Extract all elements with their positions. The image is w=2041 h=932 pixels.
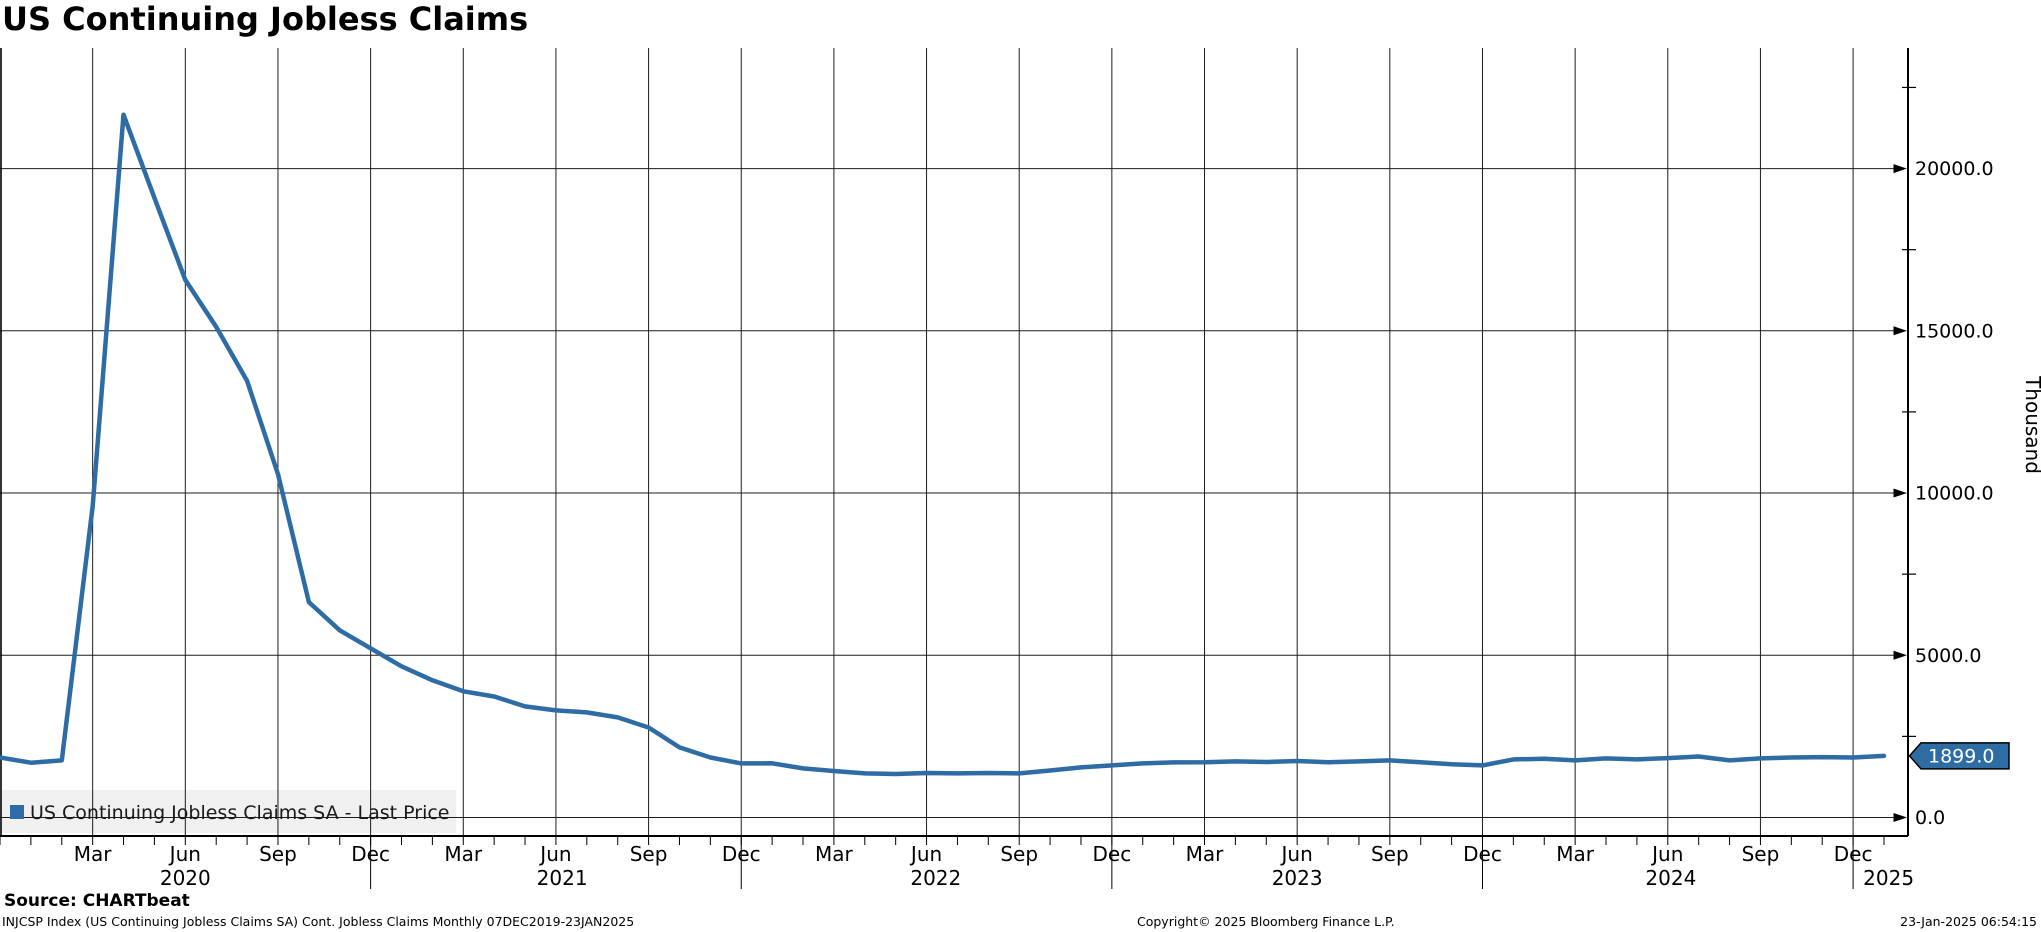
x-quarter-label: Jun <box>909 842 942 866</box>
legend-label: US Continuing Jobless Claims SA - Last P… <box>30 802 450 824</box>
x-quarter-label: Dec <box>1834 842 1873 866</box>
x-quarter-label: Mar <box>1186 842 1225 866</box>
x-quarter-label: Jun <box>168 842 201 866</box>
security-info-label: INJCSP Index (US Continuing Jobless Clai… <box>2 914 635 929</box>
x-tick-labels: Mar Jun Sep Dec Mar Jun Sep Dec Mar Jun Sep Dec Mar J… <box>74 842 1873 866</box>
x-quarter-label: Sep <box>1371 842 1409 866</box>
gridlines-vertical <box>92 48 1854 836</box>
price-line <box>0 112 1887 777</box>
x-quarter-label: Dec <box>722 842 761 866</box>
y-tick-arrow-icon <box>1893 650 1907 660</box>
x-year-label: 2022 <box>910 866 961 890</box>
x-quarter-label: Jun <box>1650 842 1683 866</box>
x-quarter-label: Dec <box>351 842 390 866</box>
x-quarter-label: Jun <box>538 842 571 866</box>
x-quarter-label: Jun <box>1280 842 1313 866</box>
x-year-label: 2025 <box>1863 866 1914 890</box>
x-quarter-label: Sep <box>1000 842 1038 866</box>
x-year-label: 2020 <box>160 866 211 890</box>
legend-box <box>2 790 456 833</box>
y-tick-label: 0.0 <box>1915 807 1945 829</box>
gridlines-horizontal <box>0 164 1907 822</box>
x-year-labels: 2020 2021 2022 2023 2024 2025 <box>160 866 1914 890</box>
y-axis-unit-label: Thousand <box>2021 375 2041 474</box>
y-tick-arrow-icon <box>1893 164 1907 174</box>
legend-marker-square-icon <box>10 805 24 819</box>
x-year-label: 2024 <box>1645 866 1696 890</box>
y-tick-label: 5000.0 <box>1915 645 1981 667</box>
x-quarter-label: Mar <box>815 842 854 866</box>
x-year-label: 2021 <box>537 866 588 890</box>
chart-title: US Continuing Jobless Claims <box>2 0 529 38</box>
y-tick-label: 10000.0 <box>1915 483 1994 505</box>
x-quarter-label: Sep <box>1742 842 1780 866</box>
y-tick-arrow-icon <box>1893 813 1907 822</box>
x-quarter-label: Mar <box>74 842 113 866</box>
y-tick-arrow-icon <box>1893 488 1907 498</box>
source-label: Source: CHARTbeat <box>4 891 190 911</box>
copyright-label: Copyright© 2025 Bloomberg Finance L.P. <box>1137 914 1395 929</box>
x-quarter-label: Sep <box>630 842 668 866</box>
y-tick-label: 20000.0 <box>1915 158 1994 180</box>
x-quarter-label: Dec <box>1463 842 1502 866</box>
timestamp-label: 23-Jan-2025 06:54:15 <box>1900 914 2037 929</box>
last-price-value: 1899.0 <box>1928 745 1994 767</box>
x-year-label: 2023 <box>1272 866 1323 890</box>
y-tick-label: 15000.0 <box>1915 320 1994 342</box>
last-price-flag <box>1908 742 2010 770</box>
x-quarter-label: Sep <box>259 842 297 866</box>
y-tick-labels: 0.0 5000.0 10000.0 15000.0 20000.0 <box>1915 158 1994 829</box>
x-quarter-label: Mar <box>1556 842 1595 866</box>
y-tick-arrow-icon <box>1893 326 1907 336</box>
x-quarter-label: Mar <box>444 842 483 866</box>
x-quarter-label: Dec <box>1093 842 1132 866</box>
